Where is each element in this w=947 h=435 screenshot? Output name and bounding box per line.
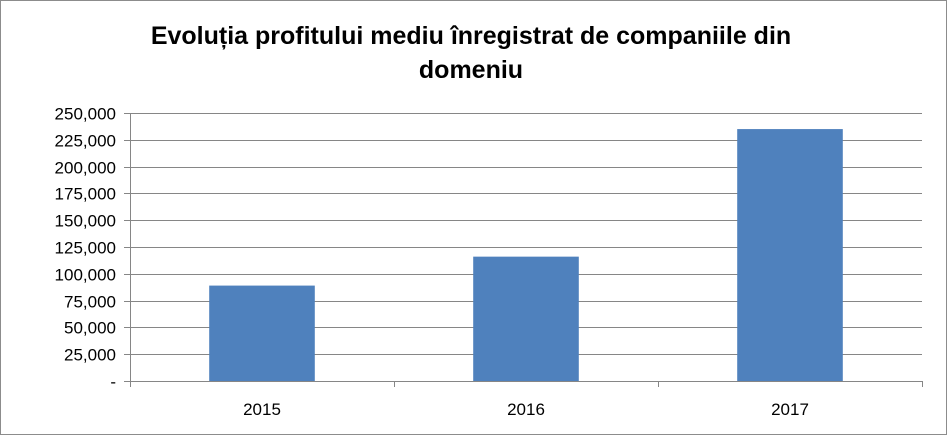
y-tick-label: 25,000 [64,346,116,365]
x-tick-label: 2017 [771,400,809,419]
x-tick-label: 2016 [507,400,545,419]
chart-title: Evoluția profitului mediu înregistrat de… [101,19,841,87]
y-tick-label: 75,000 [64,293,116,312]
y-tick-label: 250,000 [55,105,116,124]
y-tick-label: 50,000 [64,319,116,338]
y-tick-label: 100,000 [55,266,116,285]
chart-title-line-2: domeniu [418,56,524,84]
y-tick-label: 225,000 [55,132,116,151]
bar [737,129,843,381]
bar [209,285,315,381]
y-tick-label: 200,000 [55,159,116,178]
x-tick-label: 2015 [243,400,281,419]
y-tick-label: 175,000 [55,185,116,204]
y-tick-label: - [110,373,116,392]
bar [473,256,579,381]
chart-title-line-1: Evoluția profitului mediu înregistrat de… [150,22,792,50]
y-tick-label: 125,000 [55,239,116,258]
y-tick-label: 150,000 [55,212,116,231]
